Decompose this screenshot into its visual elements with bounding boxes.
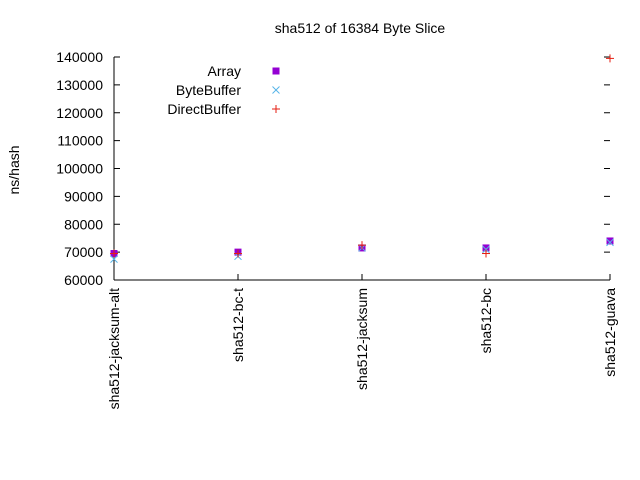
- legend: Array ByteBuffer DirectBuffer: [167, 63, 280, 117]
- x-tick-label: sha512-guava: [602, 288, 618, 377]
- x-tick-label: sha512-bc-t: [230, 288, 246, 362]
- data-points: [110, 54, 614, 263]
- x-tick-label: sha512-jacksum-alt: [106, 288, 122, 409]
- data-point-directbuffer: [606, 54, 614, 63]
- y-tick-label: 130000: [56, 77, 103, 93]
- data-point-directbuffer: [110, 249, 118, 258]
- y-tick-label: 100000: [56, 161, 103, 177]
- y-tick-label: 120000: [56, 105, 103, 121]
- legend-marker: [272, 86, 280, 94]
- legend-marker: [272, 105, 280, 113]
- y-axis-ticks: 60000 70000 80000 90000 100000 110000 120000 13…: [56, 49, 610, 288]
- y-tick-label: 80000: [64, 216, 103, 232]
- data-point-directbuffer: [234, 249, 242, 258]
- y-axis-label: ns/hash: [6, 145, 22, 194]
- chart-title: sha512 of 16384 Byte Slice: [275, 20, 446, 36]
- y-tick-label: 60000: [64, 272, 103, 288]
- x-axis-ticks: sha512-jacksum-alt sha512-bc-t sha512-jack…: [106, 274, 618, 409]
- data-point-bytebuffer: [482, 245, 490, 254]
- legend-label: Array: [208, 63, 241, 79]
- data-point-directbuffer: [358, 241, 366, 250]
- x-tick-label: sha512-jacksum: [354, 288, 370, 390]
- data-point-array: [606, 237, 614, 245]
- y-tick-label: 140000: [56, 49, 103, 65]
- legend-marker: [272, 67, 280, 75]
- y-tick-label: 90000: [64, 188, 103, 204]
- x-tick-label: sha512-bc: [478, 288, 494, 353]
- data-point-bytebuffer: [110, 255, 118, 263]
- y-tick-label: 70000: [64, 244, 103, 260]
- data-point-bytebuffer: [606, 238, 614, 247]
- data-point-array: [482, 244, 490, 252]
- y-tick-label: 110000: [57, 133, 103, 149]
- legend-label: DirectBuffer: [167, 101, 241, 117]
- data-point-directbuffer: [482, 249, 490, 258]
- legend-label: ByteBuffer: [176, 82, 241, 98]
